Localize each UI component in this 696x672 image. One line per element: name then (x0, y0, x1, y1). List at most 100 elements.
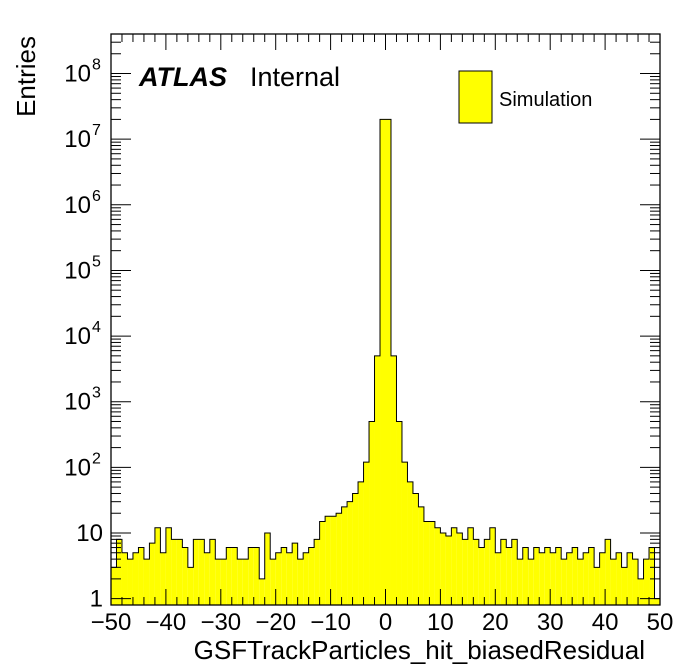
histogram-bar (176, 539, 183, 605)
histogram-bar (187, 567, 194, 605)
y-tick-exponent: 8 (92, 57, 101, 74)
histogram-bar (396, 421, 402, 605)
histogram-bar (616, 552, 622, 605)
legend-label-simulation: Simulation (499, 89, 592, 111)
histogram-bar (231, 547, 238, 605)
histogram-bar (621, 567, 628, 605)
histogram-bar (121, 552, 128, 605)
histogram-bar (248, 547, 254, 605)
histogram-bar (418, 506, 424, 605)
histogram-bar (572, 547, 578, 605)
histogram-bar (522, 547, 529, 605)
histogram-bar (286, 552, 293, 605)
histogram-bar (385, 119, 391, 606)
histogram-bar (544, 547, 551, 605)
histogram-bar (423, 521, 430, 605)
histogram-bar (390, 355, 397, 605)
histogram-bar (259, 578, 265, 605)
histogram-bar (314, 539, 320, 605)
histogram-bar (533, 547, 540, 605)
histogram-bar (143, 559, 150, 605)
histogram-bar (511, 539, 518, 605)
histogram-bar (319, 521, 326, 605)
histogram-bar (539, 552, 545, 605)
histogram-bar (127, 559, 133, 605)
histogram-bar (610, 559, 617, 605)
histogram-bar (517, 559, 523, 605)
histogram-bar (347, 501, 353, 605)
x-tick-label: 40 (592, 609, 619, 636)
x-tick-label: 20 (482, 609, 509, 636)
histogram-bar (627, 552, 633, 605)
histogram-bar (429, 521, 435, 605)
y-axis-title: Entries (11, 36, 41, 117)
histogram-bar (358, 481, 364, 605)
histogram-bar (149, 543, 155, 605)
histogram-bar (495, 552, 501, 605)
histogram-bar (555, 547, 562, 605)
histogram-bar (132, 552, 139, 605)
legend: Simulation (458, 70, 592, 124)
histogram-bar (281, 547, 287, 605)
histogram-bar (605, 539, 611, 605)
x-tick-label: 0 (379, 609, 392, 636)
x-tick-label: 30 (537, 609, 564, 636)
histogram-bar (215, 559, 221, 605)
histogram-bar (484, 539, 490, 605)
y-tick-label: 10 (64, 323, 91, 350)
histogram-bar (478, 547, 485, 605)
histogram-bar (275, 552, 282, 605)
histogram-bar (434, 527, 441, 605)
histogram-bar (506, 547, 512, 605)
y-tick-label: 10 (76, 520, 103, 547)
histogram-bar (303, 552, 309, 605)
histogram-bar (154, 527, 161, 605)
histogram-bar (407, 481, 413, 605)
y-tick-label: 1 (90, 586, 103, 613)
histogram-bar (577, 559, 584, 605)
y-tick-exponent: 3 (92, 385, 101, 402)
histogram-bar (226, 547, 232, 605)
histogram-bar (456, 532, 463, 605)
histogram-bar (111, 567, 117, 605)
histogram-bar (198, 539, 205, 605)
x-tick-label: 10 (427, 609, 454, 636)
histogram-bar (412, 493, 419, 605)
histogram-bar (440, 532, 446, 605)
histogram-bar (264, 532, 271, 605)
histogram-bar (336, 513, 342, 605)
histogram-outline (110, 118, 661, 605)
histogram-bar (182, 547, 188, 605)
y-tick-exponent: 6 (92, 188, 101, 205)
histogram-bar (138, 547, 144, 605)
histogram-bar (160, 552, 166, 605)
y-tick-exponent: 4 (92, 319, 101, 336)
histogram-bar (632, 559, 639, 605)
x-tick-label: −50 (91, 609, 132, 636)
y-tick-label: 10 (64, 126, 91, 153)
y-tick-label: 10 (64, 454, 91, 481)
y-tick-exponent: 7 (92, 122, 101, 139)
atlas-label: ATLAS (138, 62, 227, 92)
histogram-bar (489, 527, 496, 605)
histogram-bar (588, 547, 595, 605)
histogram-bar (352, 493, 359, 605)
histogram-bar (369, 421, 375, 605)
y-tick-label: 10 (64, 389, 91, 416)
histogram-bar (374, 355, 381, 605)
histogram-bar (638, 578, 644, 605)
y-tick-label: 10 (64, 192, 91, 219)
histogram-bar (209, 539, 216, 605)
histogram-bar (561, 559, 567, 605)
histogram-bar (599, 552, 606, 605)
histogram-bar (204, 552, 210, 605)
histogram-bar (292, 543, 298, 605)
histogram-bar (270, 559, 276, 605)
histogram-bar (528, 559, 534, 605)
histogram-bar (380, 119, 386, 606)
histogram-bar (297, 559, 304, 605)
histogram-bar (253, 547, 260, 605)
x-tick-label: −10 (310, 609, 351, 636)
histogram-bar (500, 539, 507, 605)
y-tick-label: 10 (64, 61, 91, 88)
